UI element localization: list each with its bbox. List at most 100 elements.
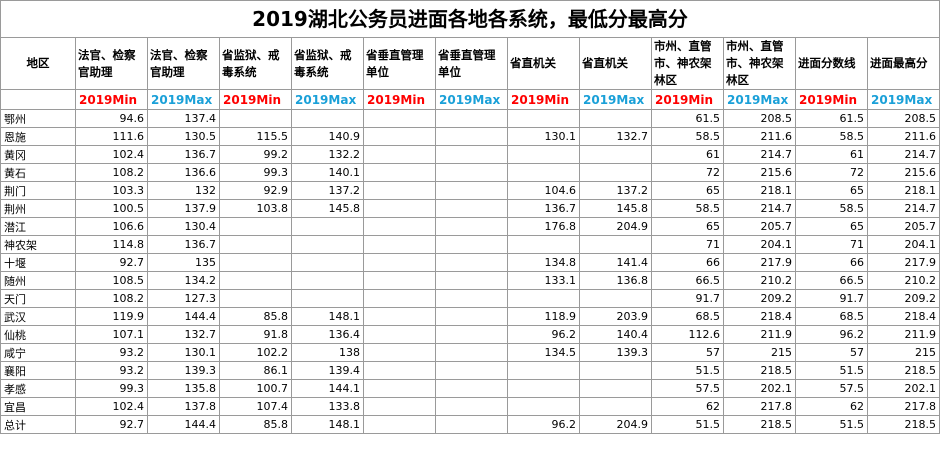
score-cell[interactable]: 204.1 — [723, 235, 796, 254]
score-cell[interactable] — [435, 361, 508, 380]
score-cell[interactable]: 137.2 — [291, 181, 364, 200]
score-cell[interactable] — [219, 235, 292, 254]
region-cell[interactable]: 恩施 — [0, 127, 76, 146]
score-cell[interactable] — [363, 325, 436, 344]
score-cell[interactable]: 72 — [795, 163, 868, 182]
column-header[interactable]: 省监狱、戒毒系统 — [219, 37, 292, 90]
score-cell[interactable]: 218.4 — [867, 307, 940, 326]
score-cell[interactable]: 100.5 — [75, 199, 148, 218]
score-cell[interactable]: 102.4 — [75, 145, 148, 164]
score-cell[interactable]: 99.3 — [219, 163, 292, 182]
max-label-cell[interactable]: 2019Max — [435, 89, 508, 110]
score-cell[interactable]: 139.4 — [291, 361, 364, 380]
score-cell[interactable]: 71 — [651, 235, 724, 254]
score-cell[interactable]: 57.5 — [651, 379, 724, 398]
minmax-cell-empty[interactable] — [0, 89, 76, 110]
score-cell[interactable]: 94.6 — [75, 109, 148, 128]
score-cell[interactable]: 205.7 — [867, 217, 940, 236]
column-header-region[interactable]: 地区 — [0, 37, 76, 90]
score-cell[interactable] — [363, 145, 436, 164]
score-cell[interactable]: 130.5 — [147, 127, 220, 146]
score-cell[interactable] — [363, 127, 436, 146]
score-cell[interactable] — [435, 307, 508, 326]
score-cell[interactable]: 137.4 — [147, 109, 220, 128]
score-cell[interactable]: 57 — [651, 343, 724, 362]
score-cell[interactable]: 66 — [651, 253, 724, 272]
score-cell[interactable]: 85.8 — [219, 307, 292, 326]
score-cell[interactable]: 130.1 — [507, 127, 580, 146]
score-cell[interactable] — [291, 109, 364, 128]
score-cell[interactable] — [435, 199, 508, 218]
score-cell[interactable] — [435, 217, 508, 236]
score-cell[interactable] — [219, 217, 292, 236]
score-cell[interactable] — [579, 379, 652, 398]
region-cell[interactable]: 宜昌 — [0, 397, 76, 416]
score-cell[interactable]: 66.5 — [651, 271, 724, 290]
region-cell[interactable]: 十堰 — [0, 253, 76, 272]
column-header[interactable]: 进面分数线 — [795, 37, 868, 90]
score-cell[interactable]: 148.1 — [291, 307, 364, 326]
score-cell[interactable]: 218.5 — [723, 361, 796, 380]
score-cell[interactable] — [435, 109, 508, 128]
score-cell[interactable]: 138 — [291, 343, 364, 362]
score-cell[interactable]: 144.4 — [147, 307, 220, 326]
min-label-cell[interactable]: 2019Min — [75, 89, 148, 110]
column-header[interactable]: 进面最高分 — [867, 37, 940, 90]
score-cell[interactable]: 68.5 — [651, 307, 724, 326]
region-cell[interactable]: 天门 — [0, 289, 76, 308]
score-cell[interactable] — [363, 181, 436, 200]
score-cell[interactable]: 107.4 — [219, 397, 292, 416]
score-cell[interactable]: 210.2 — [867, 271, 940, 290]
score-cell[interactable]: 136.4 — [291, 325, 364, 344]
region-cell[interactable]: 黄石 — [0, 163, 76, 182]
score-cell[interactable] — [363, 343, 436, 362]
score-cell[interactable] — [363, 199, 436, 218]
score-cell[interactable]: 217.8 — [867, 397, 940, 416]
score-cell[interactable]: 92.7 — [75, 415, 148, 434]
score-cell[interactable] — [435, 181, 508, 200]
score-cell[interactable]: 204.9 — [579, 217, 652, 236]
score-cell[interactable] — [579, 145, 652, 164]
score-cell[interactable]: 211.9 — [723, 325, 796, 344]
score-cell[interactable] — [363, 163, 436, 182]
score-cell[interactable]: 218.1 — [867, 181, 940, 200]
score-cell[interactable]: 91.8 — [219, 325, 292, 344]
score-cell[interactable]: 217.9 — [723, 253, 796, 272]
column-header[interactable]: 市州、直管市、神农架林区 — [723, 37, 796, 90]
score-cell[interactable]: 134.2 — [147, 271, 220, 290]
min-label-cell[interactable]: 2019Min — [507, 89, 580, 110]
score-cell[interactable]: 215 — [867, 343, 940, 362]
max-label-cell[interactable]: 2019Max — [147, 89, 220, 110]
score-cell[interactable] — [363, 217, 436, 236]
score-cell[interactable]: 65 — [651, 217, 724, 236]
score-cell[interactable]: 61.5 — [651, 109, 724, 128]
score-cell[interactable] — [363, 415, 436, 434]
score-cell[interactable]: 140.1 — [291, 163, 364, 182]
column-header[interactable]: 法官、检察官助理 — [75, 37, 148, 90]
score-cell[interactable]: 65 — [795, 181, 868, 200]
score-cell[interactable] — [435, 289, 508, 308]
score-cell[interactable]: 137.8 — [147, 397, 220, 416]
score-cell[interactable]: 99.3 — [75, 379, 148, 398]
score-cell[interactable]: 139.3 — [579, 343, 652, 362]
score-cell[interactable]: 130.4 — [147, 217, 220, 236]
score-cell[interactable] — [435, 343, 508, 362]
score-cell[interactable] — [363, 253, 436, 272]
score-cell[interactable]: 148.1 — [291, 415, 364, 434]
min-label-cell[interactable]: 2019Min — [219, 89, 292, 110]
score-cell[interactable] — [219, 289, 292, 308]
score-cell[interactable]: 102.2 — [219, 343, 292, 362]
score-cell[interactable]: 145.8 — [291, 199, 364, 218]
score-cell[interactable]: 72 — [651, 163, 724, 182]
score-cell[interactable]: 132.7 — [147, 325, 220, 344]
score-cell[interactable]: 119.9 — [75, 307, 148, 326]
column-header[interactable]: 省垂直管理单位 — [435, 37, 508, 90]
score-cell[interactable]: 118.9 — [507, 307, 580, 326]
score-cell[interactable] — [435, 145, 508, 164]
score-cell[interactable]: 51.5 — [651, 415, 724, 434]
score-cell[interactable]: 176.8 — [507, 217, 580, 236]
column-header[interactable]: 省直机关 — [579, 37, 652, 90]
score-cell[interactable] — [291, 271, 364, 290]
score-cell[interactable]: 214.7 — [723, 199, 796, 218]
score-cell[interactable] — [435, 163, 508, 182]
